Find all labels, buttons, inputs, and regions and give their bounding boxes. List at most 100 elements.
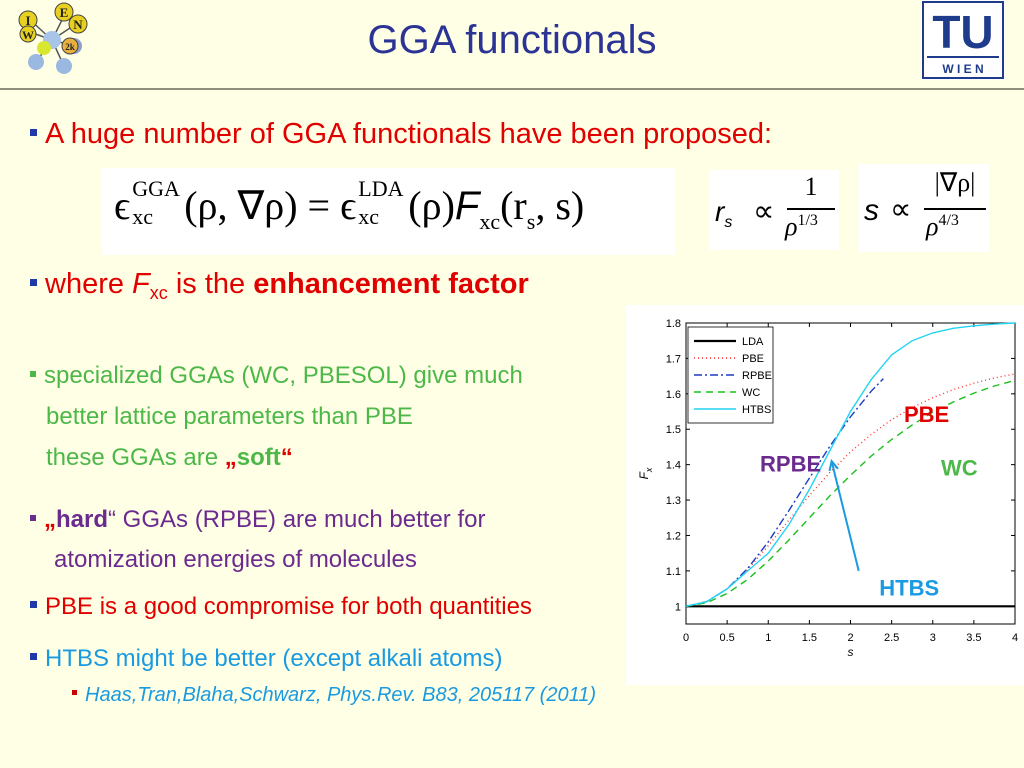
b4-open-quote: „	[44, 506, 56, 533]
bullet-marker	[30, 278, 37, 286]
y-tick-label: 1.6	[666, 389, 681, 401]
y-axis-label-sub: x	[644, 467, 654, 473]
series-htbs-line	[685, 322, 1016, 607]
chart-legend: LDA PBE RPBE WC HTBS	[687, 326, 774, 424]
x-tick-label: 2	[847, 632, 853, 644]
eq3-rho: ρ	[926, 212, 939, 241]
annotation-pbe: PBE	[904, 402, 949, 427]
tu-wien-logo: TU W I E N	[921, 0, 1005, 80]
legend-label-htbs: HTBS	[742, 404, 771, 416]
htbs-arrow-shaft	[830, 460, 860, 572]
eq3-fraction-bar	[924, 208, 986, 210]
b3-line3: these GGAs are	[46, 444, 225, 471]
citation-text: Haas,Tran,Blaha,Schwarz, Phys.Rev. B83, …	[85, 684, 597, 706]
eq1-args: (ρ, ∇ρ) =	[184, 183, 341, 228]
bullet-enhancement-factor: where Fxc is the enhancement factor	[30, 268, 529, 303]
x-tick-label: 1.5	[802, 632, 817, 644]
b2-F: F	[132, 268, 150, 300]
eq3-numerator: |∇ρ|	[934, 168, 976, 197]
y-tick-label: 1.1	[666, 566, 681, 578]
eq2-r: r	[715, 196, 725, 227]
x-tick-label: 3	[930, 632, 936, 644]
bullet-marker	[72, 690, 77, 696]
y-tick-label: 1	[675, 601, 681, 613]
y-tick-label: 1.2	[666, 530, 681, 542]
b2-mid: is the	[167, 268, 254, 300]
b4-rest: “ GGAs (RPBE) are much better for	[108, 506, 486, 533]
bullet-marker	[30, 370, 36, 377]
title-divider	[0, 88, 1024, 90]
wien2k-logo: I E N W 2k	[18, 2, 88, 74]
b4-bold-hard: hard	[56, 506, 109, 533]
b3-open-quote: „	[224, 444, 237, 471]
eq2-proportional: ∝	[753, 195, 775, 228]
b3-bold-soft: soft	[236, 444, 281, 471]
eq3-s: s	[864, 194, 879, 227]
bullet-gga-proposed: A huge number of GGA functionals have be…	[30, 118, 772, 151]
eq1-sub-xc2: xc	[358, 204, 380, 229]
bullet-soft-ggas: specialized GGAs (WC, PBESOL) give much …	[30, 355, 523, 478]
logo-letter-i: I	[25, 13, 30, 28]
b2-sub: xc	[149, 283, 168, 303]
eq1-sub-xc: xc	[132, 204, 153, 229]
bullet-text: PBE is a good compromise for both quanti…	[45, 593, 532, 620]
series-wc-line	[685, 379, 1016, 607]
chart-annotations: PBE RPBE WC HTBS	[760, 402, 978, 601]
y-tick-label: 1.7	[666, 353, 681, 365]
x-tick-label: 1	[765, 632, 771, 644]
logo-letter-e: E	[60, 5, 69, 20]
eq1-sup-lda: LDA	[358, 176, 404, 201]
eq1-args-open: (r	[500, 183, 527, 228]
enhancement-factor-chart: 0 0.5 1 1.5 2 2.5 3 3.5 4 1 1.1 1.2 1.3 1.4 1.5 1.6 1.7 1…	[626, 305, 1024, 685]
page-title: GGA functionals	[367, 18, 657, 62]
eq3-proportional: ∝	[890, 193, 912, 226]
bullet-marker	[30, 514, 36, 521]
legend-label-pbe: PBE	[742, 353, 764, 365]
eq3-rho-exp: 4/3	[938, 212, 959, 229]
bullet-text: HTBS might be better (except alkali atom…	[45, 645, 503, 672]
y-tick-label: 1.4	[666, 460, 681, 472]
eq2-numerator: 1	[804, 172, 818, 201]
y-axis-label-text: Fx	[637, 467, 654, 479]
equation-rs: rs ∝ 1 ρ1/3	[709, 170, 839, 250]
htbs-arrow-head	[828, 458, 839, 472]
y-tick-label: 1.8	[666, 318, 681, 330]
chart-series	[685, 322, 1016, 608]
reference-citation: Haas,Tran,Blaha,Schwarz, Phys.Rev. B83, …	[72, 684, 596, 707]
b2-pre: where	[45, 268, 133, 300]
b3-close-quote: “	[280, 444, 293, 471]
eq2-fraction-bar	[787, 208, 835, 210]
bullet-marker	[30, 601, 37, 609]
eq2-rho-exp: 1/3	[797, 212, 818, 229]
logo-letter-2k: 2k	[65, 42, 75, 52]
bullet-text: A huge number of GGA functionals have be…	[45, 118, 773, 150]
b4-line2: atomization energies of molecules	[54, 546, 417, 573]
eq1-F-sub: xc	[479, 209, 501, 234]
x-axis-label: s	[848, 645, 854, 659]
b3-line1: specialized GGAs (WC, PBESOL) give much	[44, 362, 523, 389]
x-tick-label: 0.5	[719, 632, 734, 644]
eq1-args-close: , s)	[535, 183, 585, 228]
legend-label-lda: LDA	[742, 336, 764, 348]
y-axis-label: Fx	[637, 467, 654, 479]
eq1-F: F	[454, 184, 480, 228]
eq1-epsilon-lda: ϵ	[340, 183, 357, 228]
x-tick-label: 0	[683, 632, 689, 644]
tu-logo-wien: W I E N	[942, 62, 983, 76]
bullet-marker	[30, 653, 37, 661]
equation-s: s ∝ |∇ρ| ρ4/3	[858, 164, 989, 252]
annotation-htbs: HTBS	[879, 576, 939, 601]
annotation-wc: WC	[941, 455, 978, 480]
bullet-marker	[30, 128, 37, 136]
logo-letter-n: N	[73, 17, 83, 32]
b2-bold: enhancement factor	[253, 268, 529, 300]
eq1-epsilon: ϵ	[114, 183, 131, 228]
bullet-htbs: HTBS might be better (except alkali atom…	[30, 645, 503, 673]
tu-logo-text: TU	[932, 6, 993, 58]
annotation-rpbe: RPBE	[760, 452, 821, 477]
bullet-pbe-compromise: PBE is a good compromise for both quanti…	[30, 593, 532, 621]
y-tick-label: 1.3	[666, 495, 681, 507]
b3-line2: better lattice parameters than PBE	[46, 403, 413, 430]
logo-letter-w: W	[22, 28, 34, 42]
y-tick-label: 1.5	[666, 424, 681, 436]
